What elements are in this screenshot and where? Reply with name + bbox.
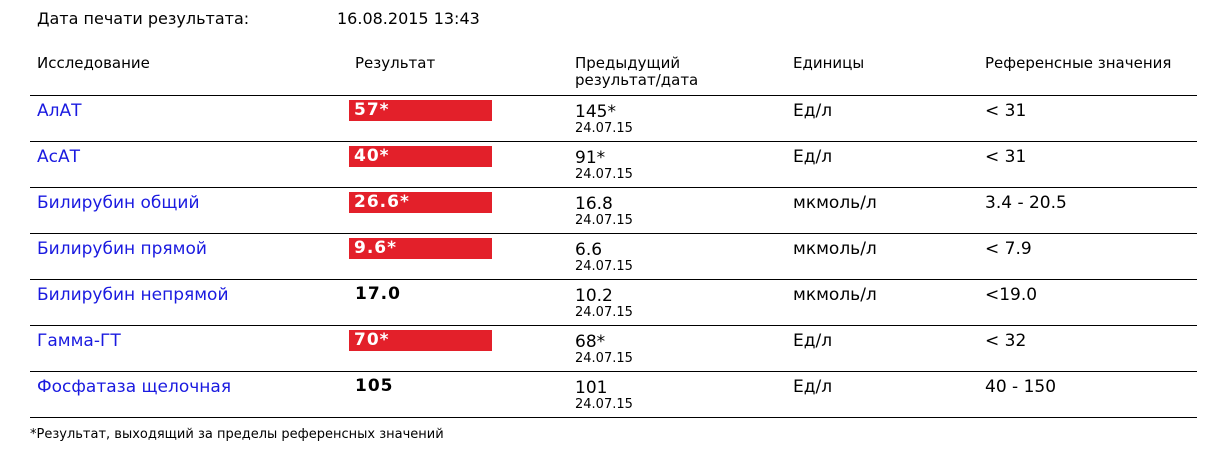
test-name: Фосфатаза щелочная — [37, 377, 232, 397]
units: Ед/л — [793, 331, 833, 351]
reference: < 31 — [985, 147, 1027, 167]
previous-date: 24.07.15 — [575, 351, 633, 366]
previous-value: 6.6 — [575, 240, 603, 260]
reference: 3.4 - 20.5 — [985, 193, 1067, 213]
rule — [30, 141, 1197, 142]
units: мкмоль/л — [793, 193, 877, 213]
previous-value: 10.2 — [575, 286, 613, 306]
rule — [30, 187, 1197, 188]
header: Единицы — [793, 54, 865, 72]
result: 17.0 — [355, 284, 401, 304]
reference: < 32 — [985, 331, 1027, 351]
units: Ед/л — [793, 101, 833, 121]
units: Ед/л — [793, 147, 833, 167]
rule — [30, 95, 1197, 96]
result: 70* — [349, 330, 492, 351]
reference: < 7.9 — [985, 239, 1032, 259]
previous-date: 24.07.15 — [575, 259, 633, 274]
previous-value: 91* — [575, 148, 606, 168]
previous-date: 24.07.15 — [575, 397, 633, 412]
header: Предыдущий результат/дата — [575, 54, 699, 89]
rule — [30, 417, 1197, 418]
print-date-value: 16.08.2015 13:43 — [337, 9, 480, 28]
print-date-label: Дата печати результата: — [37, 9, 250, 28]
previous-date: 24.07.15 — [575, 213, 633, 228]
header: Исследование — [37, 54, 150, 72]
test-name: Билирубин прямой — [37, 239, 207, 259]
previous-value: 68* — [575, 332, 606, 352]
header: Результат — [355, 54, 436, 72]
result: 57* — [349, 100, 492, 121]
rule — [30, 371, 1197, 372]
units: Ед/л — [793, 377, 833, 397]
test-name: АсАТ — [37, 147, 80, 167]
previous-date: 24.07.15 — [575, 305, 633, 320]
previous-date: 24.07.15 — [575, 167, 633, 182]
test-name: Билирубин непрямой — [37, 285, 229, 305]
rule — [30, 233, 1197, 234]
result: 40* — [349, 146, 492, 167]
test-name: Гамма-ГТ — [37, 331, 121, 351]
previous-value: 101 — [575, 378, 608, 398]
units: мкмоль/л — [793, 239, 877, 259]
previous-value: 16.8 — [575, 194, 613, 214]
test-name: Билирубин общий — [37, 193, 200, 213]
result: 9.6* — [349, 238, 492, 259]
reference: <19.0 — [985, 285, 1038, 305]
footnote: *Результат, выходящий за пределы референ… — [30, 427, 444, 442]
reference: 40 - 150 — [985, 377, 1057, 397]
units: мкмоль/л — [793, 285, 877, 305]
test-name: АлАТ — [37, 101, 82, 121]
result: 26.6* — [349, 192, 492, 213]
previous-date: 24.07.15 — [575, 121, 633, 136]
previous-value: 145* — [575, 102, 616, 122]
result: 105 — [355, 376, 394, 396]
header: Референсные значения — [985, 54, 1172, 72]
reference: < 31 — [985, 101, 1027, 121]
rule — [30, 279, 1197, 280]
rule — [30, 325, 1197, 326]
